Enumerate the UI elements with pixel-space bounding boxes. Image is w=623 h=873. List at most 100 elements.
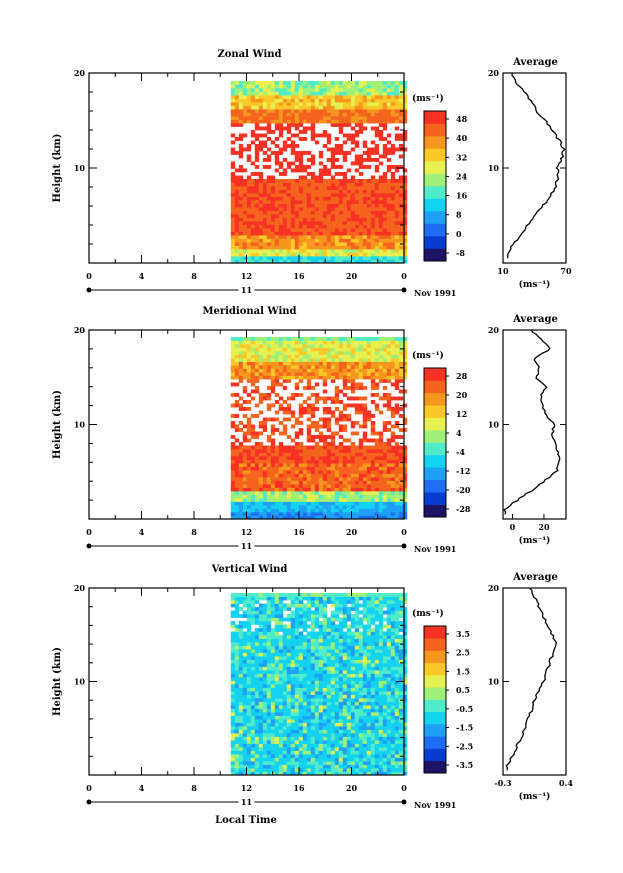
- heatmap-cell: [258, 179, 264, 183]
- heatmap-cell: [330, 414, 336, 418]
- heatmap-cell: [298, 403, 304, 408]
- heatmap-cell: [286, 340, 292, 345]
- heatmap-cell: [266, 761, 272, 765]
- heatmap-cell: [294, 365, 300, 369]
- heatmap-cell: [238, 480, 244, 485]
- heatmap-cell: [318, 754, 324, 758]
- heatmap-cell: [306, 351, 312, 355]
- heatmap-cell: [362, 494, 368, 499]
- heatmap-cell: [394, 372, 400, 376]
- heatmap-cell: [378, 196, 384, 201]
- heatmap-cell: [370, 368, 376, 373]
- heatmap-cell: [258, 372, 264, 376]
- heatmap-cell: [266, 249, 272, 253]
- heatmap-cell: [338, 123, 344, 127]
- heatmap-cell: [402, 705, 408, 709]
- heatmap-cell: [398, 736, 404, 741]
- heatmap-cell: [322, 203, 328, 208]
- heatmap-cell: [386, 168, 392, 173]
- heatmap-cell: [274, 98, 280, 103]
- heatmap-cell: [234, 691, 240, 695]
- heatmap-cell: [358, 456, 364, 460]
- colorbar-frame: [423, 110, 447, 262]
- heatmap-cell: [386, 207, 392, 211]
- heatmap-cell: [362, 189, 368, 194]
- heatmap-cell: [362, 252, 368, 257]
- heatmap-cell: [334, 393, 340, 397]
- heatmap-cell: [238, 102, 244, 106]
- heatmap-cell: [314, 95, 320, 99]
- heatmap-cell: [274, 340, 280, 345]
- heatmap-cell: [278, 210, 284, 215]
- heatmap-cell: [394, 708, 400, 713]
- heatmap-cell: [398, 466, 404, 471]
- heatmap-cell: [274, 712, 280, 716]
- heatmap-cell: [402, 487, 408, 492]
- heatmap-cell: [382, 761, 388, 765]
- heatmap-cell: [350, 116, 356, 120]
- colorbar-tick-label: 0: [456, 229, 462, 239]
- heatmap-cell: [338, 144, 344, 148]
- heatmap-cell: [274, 203, 280, 208]
- heatmap-cell: [246, 344, 252, 348]
- heatmap-cell: [394, 757, 400, 762]
- heatmap-cell: [402, 105, 408, 110]
- heatmap-cell: [290, 196, 296, 201]
- heatmap-cell: [234, 224, 240, 229]
- heatmap-cell: [402, 235, 408, 239]
- heatmap-cell: [346, 210, 352, 215]
- heatmap-cell: [402, 698, 408, 702]
- heatmap-cell: [398, 214, 404, 218]
- heatmap-cell: [370, 715, 376, 720]
- heatmap-cell: [302, 91, 308, 96]
- heatmap-cell: [374, 747, 380, 751]
- heatmap-cell: [354, 109, 360, 113]
- heatmap-cell: [362, 126, 368, 131]
- heatmap-cell: [298, 252, 304, 257]
- heatmap-cell: [282, 719, 288, 723]
- heatmap-cell: [246, 484, 252, 488]
- heatmap-cell: [330, 210, 336, 215]
- heatmap-cell: [230, 708, 236, 713]
- heatmap-cell: [358, 351, 364, 355]
- heatmap-cell: [350, 228, 356, 232]
- heatmap-cell: [306, 701, 312, 706]
- heatmap-cell: [330, 733, 336, 737]
- heatmap-cell: [310, 445, 316, 450]
- heatmap-cell: [326, 515, 332, 520]
- heatmap-cell: [242, 354, 248, 359]
- heatmap-cell: [294, 112, 300, 117]
- heatmap-cell: [274, 375, 280, 380]
- heatmap-cell: [350, 498, 356, 502]
- heatmap-cell: [334, 340, 340, 345]
- heatmap-cell: [346, 379, 352, 383]
- heatmap-cell: [378, 95, 384, 99]
- heatmap-cell: [378, 508, 384, 513]
- heatmap-cell: [402, 245, 408, 250]
- heatmap-cell: [390, 256, 396, 260]
- heatmap-cell: [278, 473, 284, 478]
- heatmap-cell: [234, 722, 240, 727]
- heatmap-cell: [230, 515, 236, 520]
- heatmap-cell: [330, 410, 336, 415]
- heatmap-cell: [394, 410, 400, 415]
- heatmap-cell: [322, 361, 328, 366]
- profile-y-tick-label: 20: [488, 325, 500, 335]
- heatmap-cell: [262, 515, 268, 520]
- heatmap-cell: [370, 361, 376, 366]
- heatmap-cell: [346, 242, 352, 246]
- heatmap-cell: [282, 407, 288, 411]
- heatmap-cell: [294, 501, 300, 506]
- heatmap-cell: [342, 477, 348, 481]
- heatmap-cell: [394, 694, 400, 699]
- heatmap-cell: [386, 242, 392, 246]
- heatmap-cell: [278, 193, 284, 197]
- heatmap-cell: [374, 477, 380, 481]
- heatmap-cell: [390, 368, 396, 373]
- heatmap-cell: [362, 424, 368, 429]
- heatmap-cell: [334, 722, 340, 727]
- heatmap-cell: [274, 715, 280, 720]
- heatmap-cell: [382, 747, 388, 751]
- heatmap-cell: [230, 344, 236, 348]
- heatmap-cell: [358, 452, 364, 457]
